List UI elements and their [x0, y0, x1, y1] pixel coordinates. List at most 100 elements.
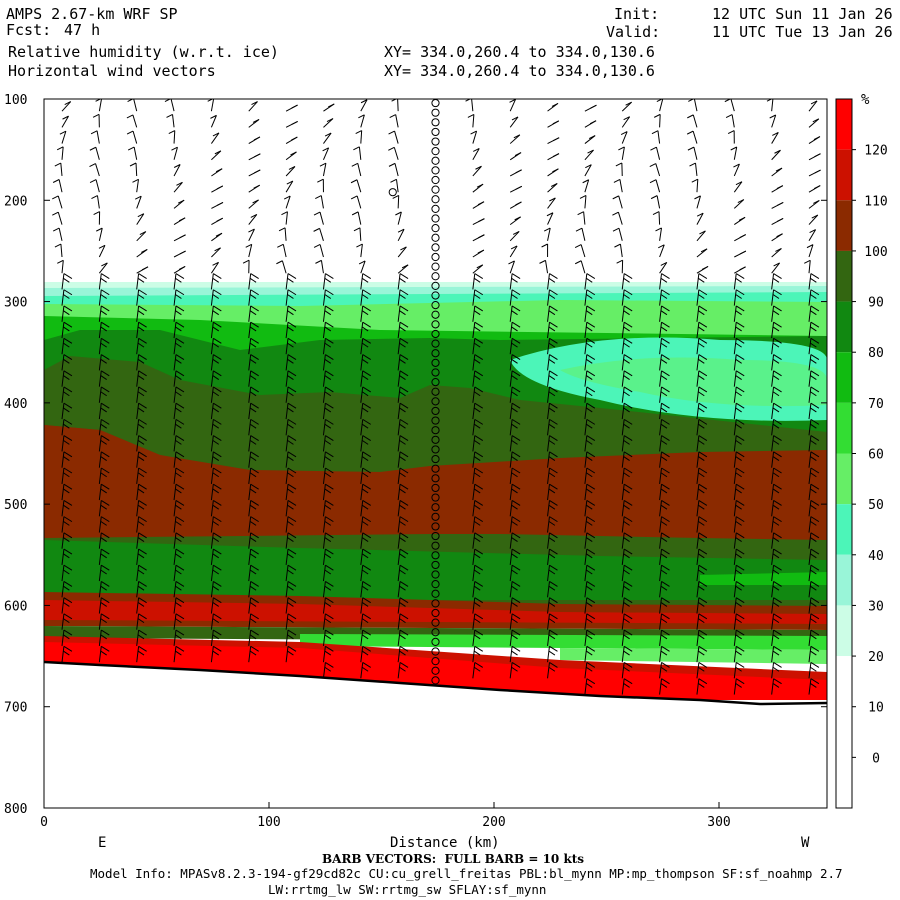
wind-barb-flag	[399, 499, 409, 506]
wind-barb	[248, 354, 252, 371]
wind-barb-flag	[175, 585, 182, 591]
wind-barb	[61, 532, 65, 549]
wind-barb	[547, 613, 550, 630]
wind-barb-flag	[287, 650, 294, 656]
y-tick-label: 800	[4, 802, 27, 817]
wind-barb-flag	[548, 520, 556, 526]
wind-barb-flag	[89, 163, 96, 168]
wind-barb	[621, 435, 625, 452]
wind-barb	[547, 273, 550, 290]
wind-barb-flag	[623, 375, 630, 380]
wind-barb	[472, 662, 476, 679]
wind-barb-flag	[325, 532, 334, 539]
wind-barb	[136, 629, 140, 647]
wind-barb	[730, 99, 735, 112]
wind-barb	[547, 183, 558, 193]
wind-barb-flag	[63, 407, 70, 413]
wind-barb-flag	[351, 211, 359, 216]
wind-barb-flag	[250, 597, 259, 604]
wind-barb-flag	[138, 370, 147, 377]
wind-barb	[733, 403, 737, 420]
wind-barb	[733, 451, 737, 468]
wind-barb-flag	[660, 391, 668, 397]
wind-barb-flag	[397, 228, 405, 233]
wind-barb-flag	[575, 227, 583, 232]
wind-barb-flag	[549, 402, 558, 409]
wind-barb-flag	[511, 310, 518, 316]
wind-barb-flag	[362, 597, 371, 604]
wind-barb-flag	[698, 418, 708, 425]
marker-circle	[431, 358, 440, 367]
wind-barb	[808, 435, 812, 452]
wind-barb	[621, 403, 625, 420]
wind-barb	[133, 146, 138, 160]
wind-barb-flag	[325, 418, 334, 425]
wind-barb-flag	[549, 354, 558, 360]
wind-barb-flag	[213, 321, 222, 328]
wind-barb	[210, 484, 214, 501]
wind-barb	[584, 613, 588, 630]
wind-barb	[322, 403, 326, 420]
wind-barb-flag	[548, 358, 556, 364]
wind-barb-flag	[698, 585, 705, 591]
wind-barb	[733, 435, 737, 452]
wind-barb-flag	[52, 227, 60, 232]
wind-barb-flag	[585, 569, 593, 575]
wind-barb-flag	[585, 456, 593, 461]
wind-barb	[133, 99, 138, 112]
wind-barb-flag	[362, 662, 371, 668]
marker-circle	[431, 474, 440, 483]
wind-barb	[360, 597, 364, 614]
wind-barb-flag	[175, 402, 185, 409]
wind-barb-flag	[775, 247, 782, 252]
wind-barb	[584, 565, 588, 582]
wind-barb-flag	[699, 230, 706, 235]
wind-barb-flag	[772, 375, 780, 380]
wind-barb-flag	[326, 118, 334, 122]
wind-barb-flag	[399, 516, 409, 523]
wind-barb-flag	[213, 548, 222, 555]
wind-barb-flag	[287, 597, 297, 604]
wind-barb	[509, 386, 513, 403]
wind-barb-flag	[92, 113, 100, 118]
wind-barb-flag	[574, 244, 582, 249]
wind-barb-flag	[585, 358, 593, 364]
marker-circle	[431, 503, 440, 512]
wind-barb-flag	[100, 618, 107, 624]
wind-barb	[397, 516, 401, 533]
wind-barb-flag	[735, 181, 743, 186]
wind-barb-flag	[322, 147, 329, 152]
wind-barb-flag	[474, 386, 484, 393]
wind-barb-flag	[249, 456, 257, 461]
wind-barb	[285, 467, 289, 484]
wind-barb-flag	[138, 499, 147, 506]
wind-barb-flag	[100, 537, 107, 543]
wind-barb	[771, 403, 775, 420]
wind-barb-flag	[548, 569, 556, 575]
wind-barb-flag	[175, 548, 185, 555]
wind-barb	[360, 260, 366, 274]
wind-barb-flag	[325, 597, 334, 604]
wind-barb	[248, 613, 252, 630]
wind-barb-flag	[399, 294, 406, 299]
wind-barb-flag	[216, 202, 224, 206]
wind-barb	[210, 354, 214, 371]
wind-barb-flag	[698, 342, 705, 348]
wind-barb-flag	[137, 504, 145, 510]
wind-barb-flag	[325, 305, 334, 312]
wind-barb-flag	[698, 435, 708, 442]
wind-barb-flag	[810, 326, 817, 332]
wind-barb	[322, 451, 326, 468]
wind-barb-flag	[250, 213, 258, 218]
wind-barb-flag	[175, 451, 185, 458]
wind-barb-flag	[100, 423, 107, 429]
wind-barb	[320, 195, 324, 209]
wind-barb	[547, 386, 550, 403]
wind-barb	[322, 354, 326, 371]
wind-barb-flag	[362, 418, 371, 425]
wind-barb	[733, 662, 737, 679]
wind-barb-flag	[660, 407, 668, 413]
wind-barb-flag	[810, 650, 817, 656]
wind-barb	[285, 195, 291, 209]
wind-barb-flag	[399, 456, 406, 461]
